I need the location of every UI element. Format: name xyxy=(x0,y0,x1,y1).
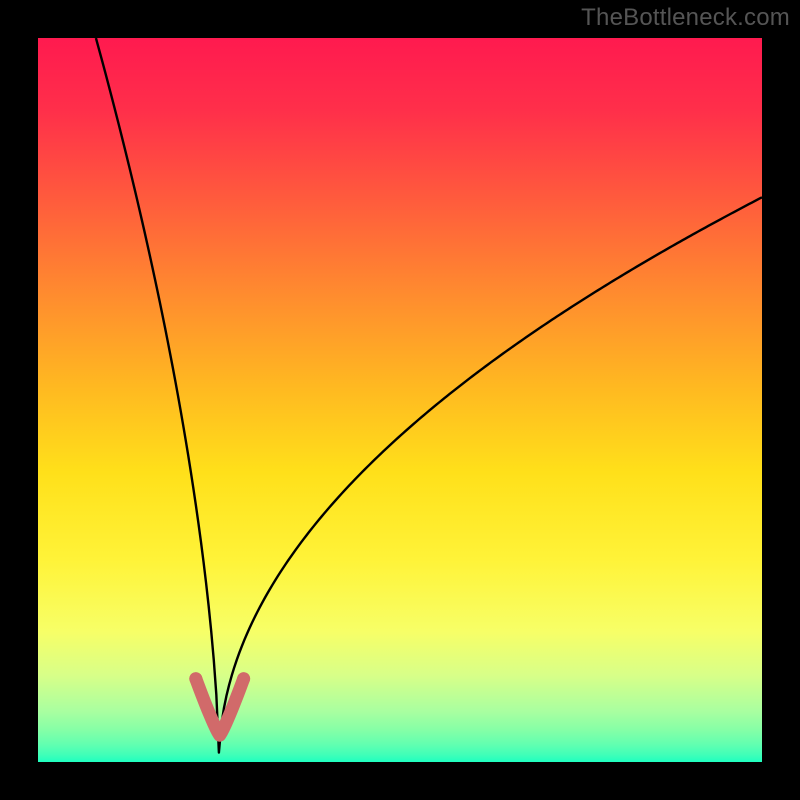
trough-marker-cap-1 xyxy=(237,672,250,685)
trough-marker-cap-0 xyxy=(189,672,202,685)
plot-area xyxy=(38,38,762,762)
chart-stage: TheBottleneck.com xyxy=(0,0,800,800)
watermark-text: TheBottleneck.com xyxy=(581,4,790,32)
chart-svg xyxy=(0,0,800,800)
